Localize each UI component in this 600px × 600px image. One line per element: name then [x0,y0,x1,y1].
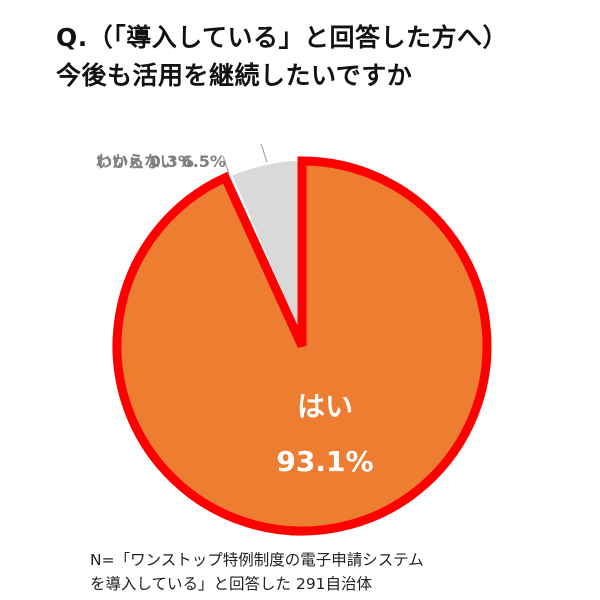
data-label-slice-1-name: はい [297,390,353,423]
data-label-slice-3: わからない 6.5% [96,152,226,171]
footnote-line-2: を導入している」と回答した 291自治体 [90,575,373,593]
leader-line-slice-3 [260,143,268,163]
data-label-slice-1-value: 93.1% [276,445,373,478]
chart-title-line-1: Q.（「導入している」と回答した方へ） [56,23,509,52]
leader-line-slice-2 [222,155,230,175]
chart-title-line-2: 今後も活用を継続したいですか [56,61,413,90]
pie-slice-1 [112,156,492,536]
data-label-slice-2: いいえ 0.3% [96,152,194,171]
footnote-line-1: N=「ワンストップ特例制度の電子申請システム [90,551,424,569]
